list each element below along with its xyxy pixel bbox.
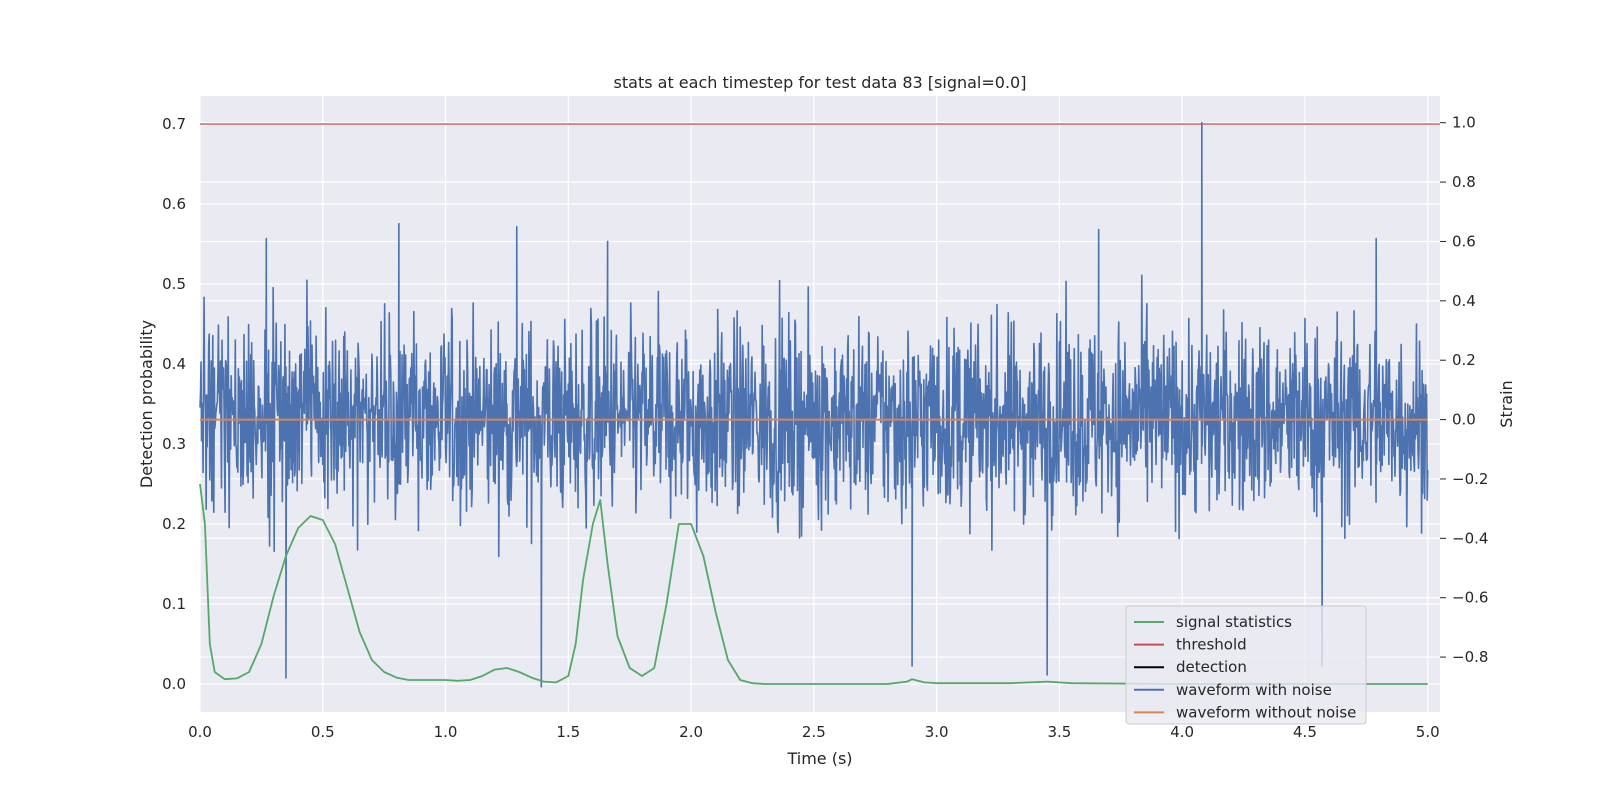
legend-entry: detection xyxy=(1176,658,1247,676)
signal-statistics-line xyxy=(199,483,1428,685)
y2-tick-label: 0.0 xyxy=(1452,411,1476,429)
x-tick-label: 4.0 xyxy=(1170,723,1194,741)
y2-tick-label: 0.6 xyxy=(1452,232,1476,250)
legend-entry: waveform without noise xyxy=(1176,703,1356,721)
waveform-with-noise-line xyxy=(199,121,1429,688)
legend-entry: threshold xyxy=(1176,636,1247,654)
x-tick-label: 5.0 xyxy=(1416,723,1440,741)
y-tick-label: 0.4 xyxy=(162,355,186,373)
y2-tick-label: −0.6 xyxy=(1452,589,1488,607)
x-tick-label: 3.5 xyxy=(1047,723,1071,741)
x-tick-label: 2.0 xyxy=(679,723,703,741)
x-tick-label: 1.5 xyxy=(556,723,580,741)
y-axis-ticks: 0.0 0.1 0.2 0.3 0.4 0.5 0.6 0.7 xyxy=(162,115,186,693)
x-tick-label: 4.5 xyxy=(1293,723,1317,741)
x-tick-label: 3.0 xyxy=(925,723,949,741)
y-tick-label: 0.7 xyxy=(162,115,186,133)
y2-tick-label: 0.8 xyxy=(1452,173,1476,191)
y-tick-label: 0.1 xyxy=(162,595,186,613)
chart-title: stats at each timestep for test data 83 … xyxy=(614,73,1027,92)
y-tick-label: 0.6 xyxy=(162,195,186,213)
x-tick-label: 0.5 xyxy=(311,723,335,741)
y2-tick-label: −0.2 xyxy=(1452,470,1488,488)
y2-tick-label: −0.8 xyxy=(1452,648,1488,666)
x-tick-label: 0.0 xyxy=(188,723,212,741)
series-waveform-with-noise xyxy=(199,121,1429,688)
series-signal-statistics xyxy=(199,483,1428,685)
y-tick-label: 0.2 xyxy=(162,515,186,533)
y2-tick-label: −0.4 xyxy=(1452,529,1488,547)
legend-entry: signal statistics xyxy=(1176,613,1292,631)
x-tick-label: 2.5 xyxy=(802,723,826,741)
legend-entry: waveform with noise xyxy=(1176,681,1332,699)
y-axis-label: Detection probability xyxy=(137,320,156,488)
y2-tick-label: 0.4 xyxy=(1452,292,1476,310)
y-tick-label: 0.3 xyxy=(162,435,186,453)
x-tick-label: 1.0 xyxy=(434,723,458,741)
x-axis-ticks: 0.0 0.5 1.0 1.5 2.0 2.5 3.0 3.5 4.0 4.5 5.0 xyxy=(188,723,1440,741)
y-tick-label: 0.5 xyxy=(162,275,186,293)
y2-tick-label: 1.0 xyxy=(1452,114,1476,132)
y2-axis-label: Strain xyxy=(1497,380,1516,427)
legend: signal statistics threshold detection wavef… xyxy=(1125,605,1367,725)
y-tick-label: 0.0 xyxy=(162,675,186,693)
x-axis-label: Time (s) xyxy=(786,749,852,768)
y2-axis-ticks: −0.8 −0.6 −0.4 −0.2 0.0 0.2 0.4 0.6 0.8 1.0 xyxy=(1440,114,1488,666)
y2-tick-label: 0.2 xyxy=(1452,351,1476,369)
legend-box xyxy=(1125,605,1367,725)
